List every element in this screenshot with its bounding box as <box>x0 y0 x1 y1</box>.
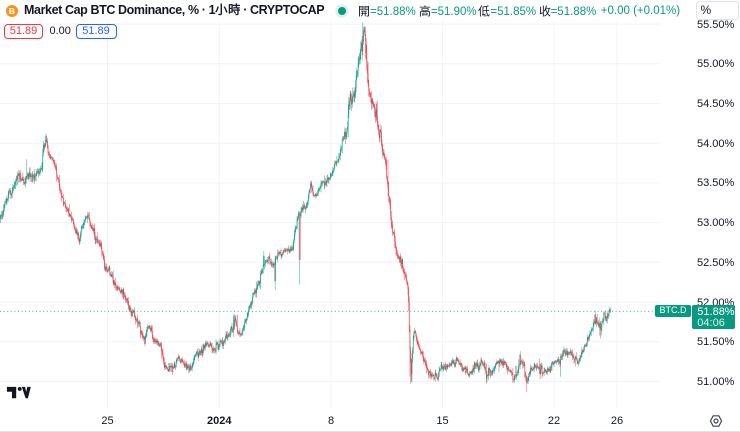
svg-text:B: B <box>9 6 15 16</box>
